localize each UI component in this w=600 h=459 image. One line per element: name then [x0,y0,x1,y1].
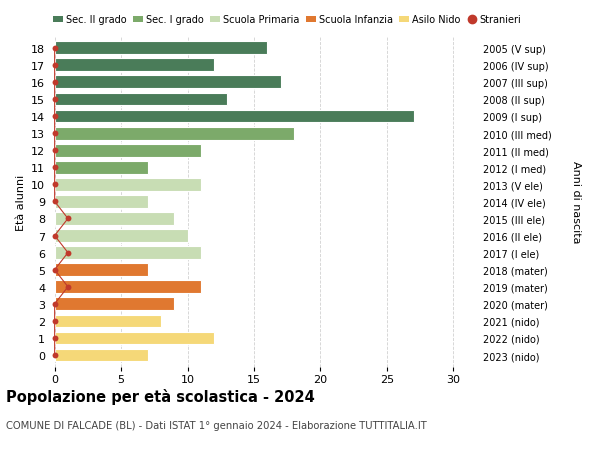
Point [50,335,59,342]
Bar [55,162,148,174]
Point [50,62,59,69]
Point [50,147,59,155]
Point [63,249,73,257]
Bar [55,332,214,345]
Point [50,96,59,103]
Bar [55,264,148,276]
Bar [55,59,214,72]
Point [50,352,59,359]
Bar [55,246,201,259]
Bar [55,349,148,362]
Bar [55,111,413,123]
Bar [55,76,281,89]
Point [50,164,59,172]
Point [50,232,59,240]
Bar [55,213,174,225]
Point [50,266,59,274]
Legend: Sec. II grado, Sec. I grado, Scuola Primaria, Scuola Infanzia, Asilo Nido, Stran: Sec. II grado, Sec. I grado, Scuola Prim… [53,15,521,25]
Point [63,284,73,291]
Point [50,301,59,308]
Text: COMUNE DI FALCADE (BL) - Dati ISTAT 1° gennaio 2024 - Elaborazione TUTTITALIA.IT: COMUNE DI FALCADE (BL) - Dati ISTAT 1° g… [6,420,427,430]
Point [50,130,59,138]
Bar [55,128,294,140]
Bar [55,93,227,106]
Bar [55,315,161,328]
Bar [55,145,201,157]
Point [50,79,59,86]
Point [50,113,59,120]
Point [50,198,59,206]
Point [50,45,59,52]
Bar [55,281,201,293]
Bar [55,230,188,242]
Point [50,318,59,325]
Bar [55,179,201,191]
Y-axis label: Età alunni: Età alunni [16,174,26,230]
Bar [55,42,268,55]
Text: Popolazione per età scolastica - 2024: Popolazione per età scolastica - 2024 [6,388,315,404]
Bar [55,298,174,311]
Bar [55,196,148,208]
Point [63,215,73,223]
Y-axis label: Anni di nascita: Anni di nascita [571,161,581,243]
Point [50,181,59,189]
